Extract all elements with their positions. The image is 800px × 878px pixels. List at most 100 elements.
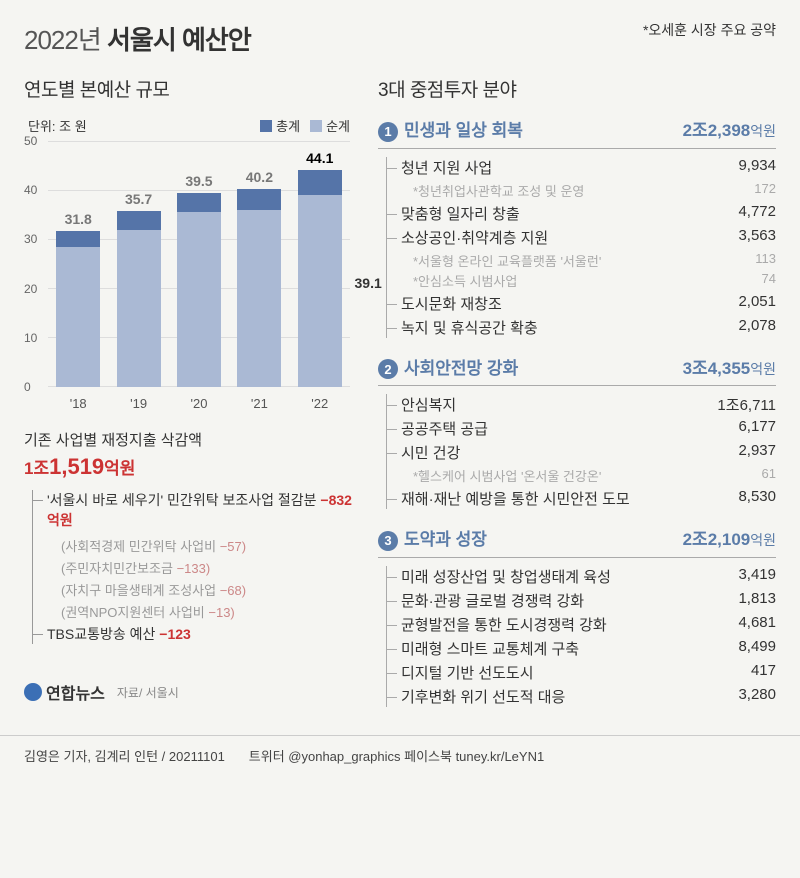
focus-item-label: 녹지 및 휴식공간 확충: [401, 317, 538, 338]
focus-sub-value: 172: [754, 181, 776, 200]
focus-block: 3도약과 성장2조2,109억원미래 성장산업 및 창업생태계 육성3,419문…: [378, 525, 776, 707]
chart-title: 연도별 본예산 규모: [24, 75, 354, 102]
x-axis-label: '21: [251, 396, 268, 411]
header-note: *오세훈 시장 주요 공약: [643, 20, 776, 40]
cut-item: '서울시 바로 세우기' 민간위탁 보조사업 절감분 −832억원: [33, 490, 354, 530]
bar-value-label: 40.2: [246, 169, 273, 185]
focus-item-value: 2,051: [738, 293, 776, 314]
y-axis-label: 20: [24, 282, 37, 296]
y-axis-label: 10: [24, 331, 37, 345]
focus-sub-value: 74: [762, 271, 776, 290]
cut-subs: (사회적경제 민간위탁 사업비 −57)(주민자치민간보조금 −133)(자치구…: [33, 536, 354, 621]
focus-item-label: 디지털 기반 선도도시: [401, 662, 534, 683]
focus-sub-value: 61: [762, 466, 776, 485]
x-axis-label: '18: [70, 396, 87, 411]
footer-social: 트위터 @yonhap_graphics 페이스북 tuney.kr/LeYN1: [249, 746, 544, 765]
focus-number: 3: [378, 531, 398, 551]
focus-section-title: 3대 중점투자 분야: [378, 75, 776, 102]
focus-sub-item: *헬스케어 시범사업 '온서울 건강온'61: [387, 466, 776, 485]
bar-value-label: 39.5: [185, 173, 212, 189]
header: 2022년 서울시 예산안 *오세훈 시장 주요 공약: [24, 20, 776, 57]
focus-sub-item: *청년취업사관학교 조성 및 운영 172: [387, 181, 776, 200]
y-axis-label: 30: [24, 232, 37, 246]
focus-tree: 미래 성장산업 및 창업생태계 육성3,419문화·관광 글로벌 경쟁력 강화1…: [386, 566, 776, 707]
cuts-title: 기존 사업별 재정지출 삭감액: [24, 429, 354, 450]
focus-item: 안심복지1조6,711: [387, 394, 776, 415]
focus-item: 도시문화 재창조2,051: [387, 293, 776, 314]
focus-item-value: 3,280: [738, 686, 776, 707]
focus-item-label: 청년 지원 사업: [401, 157, 492, 178]
focus-number: 2: [378, 359, 398, 379]
bar-group: 31.8: [56, 231, 100, 387]
focus-block: 2사회안전망 강화3조4,355억원안심복지1조6,711공공주택 공급6,17…: [378, 354, 776, 510]
chart-unit: 단위: 조 원: [28, 116, 87, 135]
cuts-amount-prefix: 1조: [24, 459, 49, 478]
cut-item: TBS교통방송 예산 −123: [33, 624, 354, 644]
focus-tree: 청년 지원 사업 9,934 *청년취업사관학교 조성 및 운영 172 맞춤형 일자리…: [386, 157, 776, 338]
focus-item: 재해·재난 예방을 통한 시민안전 도모8,530: [387, 488, 776, 509]
footer-reporters: 김영은 기자, 김계리 인턴 / 20211101: [24, 746, 225, 765]
focus-item-value: 8,530: [738, 488, 776, 509]
cut-sub-item: (권역NPO지원센터 사업비 −13): [47, 602, 354, 621]
logo-text: 연합뉴스: [46, 680, 105, 704]
focus-item-value: 2,078: [738, 317, 776, 338]
focus-number: 1: [378, 122, 398, 142]
cut-sub-item: (주민자치민간보조금 −133): [47, 558, 354, 577]
focus-amount: 2조2,109억원: [683, 525, 776, 550]
focus-item-value: 417: [751, 662, 776, 683]
y-axis-label: 50: [24, 134, 37, 148]
focus-sub-label: *청년취업사관학교 조성 및 운영: [413, 181, 584, 200]
focus-sub-value: 113: [755, 251, 776, 270]
focus-sub-item: *안심소득 시범사업 74: [387, 271, 776, 290]
focus-container: 1민생과 일상 회복2조2,398억원청년 지원 사업9,934*청년취업사관학…: [378, 116, 776, 707]
cuts-section: 기존 사업별 재정지출 삭감액 1조1,519억원 '서울시 바로 세우기' 민…: [24, 429, 354, 644]
focus-item-label: 균형발전을 통한 도시경쟁력 강화: [401, 614, 607, 635]
focus-item-label: 맞춤형 일자리 창출: [401, 203, 520, 224]
focus-item: 소상공인·취약계층 지원 3,563: [387, 227, 776, 248]
focus-item: 미래형 스마트 교통체계 구축8,499: [387, 638, 776, 659]
bar-group: 40.2: [237, 189, 281, 387]
chart-legend-row: 단위: 조 원 총계 순계: [24, 116, 354, 135]
right-column: 3대 중점투자 분야 1민생과 일상 회복2조2,398억원청년 지원 사업9,…: [378, 75, 776, 723]
legend: 총계 순계: [260, 116, 350, 135]
focus-item-value: 3,563: [738, 227, 776, 248]
bar-value-label: 31.8: [65, 211, 92, 227]
y-axis-label: 40: [24, 183, 37, 197]
bar-group: 44.139.1: [298, 170, 342, 387]
cut-item-label: '서울시 바로 세우기' 민간위탁 보조사업 절감분: [47, 492, 317, 508]
legend-box-net: [310, 120, 322, 132]
focus-item: 균형발전을 통한 도시경쟁력 강화4,681: [387, 614, 776, 635]
focus-item: 미래 성장산업 및 창업생태계 육성3,419: [387, 566, 776, 587]
legend-box-total: [260, 120, 272, 132]
x-axis-label: '20: [191, 396, 208, 411]
focus-item-value: 4,772: [738, 203, 776, 224]
page-title: 2022년 서울시 예산안: [24, 20, 251, 57]
footer: 김영은 기자, 김계리 인턴 / 20211101 트위터 @yonhap_gr…: [0, 735, 800, 775]
source-text: 자료/ 서울시: [117, 684, 179, 701]
focus-item: 기후변화 위기 선도적 대응 3,280: [387, 686, 776, 707]
cuts-amount: 1조1,519억원: [24, 454, 354, 480]
y-axis-label: 0: [24, 380, 31, 394]
focus-item-label: 미래 성장산업 및 창업생태계 육성: [401, 566, 611, 587]
focus-item: 시민 건강2,937: [387, 442, 776, 463]
cut-item-label: TBS교통방송 예산: [47, 626, 155, 642]
focus-sub-label: *안심소득 시범사업: [413, 271, 517, 290]
focus-title: 사회안전망 강화: [404, 359, 518, 378]
bar-net: [177, 212, 221, 387]
focus-item-label: 기후변화 위기 선도적 대응: [401, 686, 565, 707]
focus-item-value: 9,934: [738, 157, 776, 178]
focus-header: 2사회안전망 강화3조4,355억원: [378, 354, 776, 387]
logo-icon: [24, 683, 42, 701]
focus-item: 맞춤형 일자리 창출 4,772: [387, 203, 776, 224]
focus-sub-item: *서울형 온라인 교육플랫폼 '서울런'113: [387, 251, 776, 270]
focus-item-value: 2,937: [738, 442, 776, 463]
cuts-tree: '서울시 바로 세우기' 민간위탁 보조사업 절감분 −832억원 (사회적경제…: [32, 490, 354, 644]
title-year: 2022년: [24, 25, 101, 55]
legend-net-label: 순계: [326, 116, 350, 135]
cut-sub-item: (자치구 마을생태계 조성사업 −68): [47, 580, 354, 599]
focus-item: 녹지 및 휴식공간 확충 2,078: [387, 317, 776, 338]
focus-item-label: 미래형 스마트 교통체계 구축: [401, 638, 579, 659]
focus-item-label: 소상공인·취약계층 지원: [401, 227, 548, 248]
cut-item-value: −123: [159, 626, 191, 642]
focus-block: 1민생과 일상 회복2조2,398억원청년 지원 사업9,934*청년취업사관학…: [378, 116, 776, 338]
